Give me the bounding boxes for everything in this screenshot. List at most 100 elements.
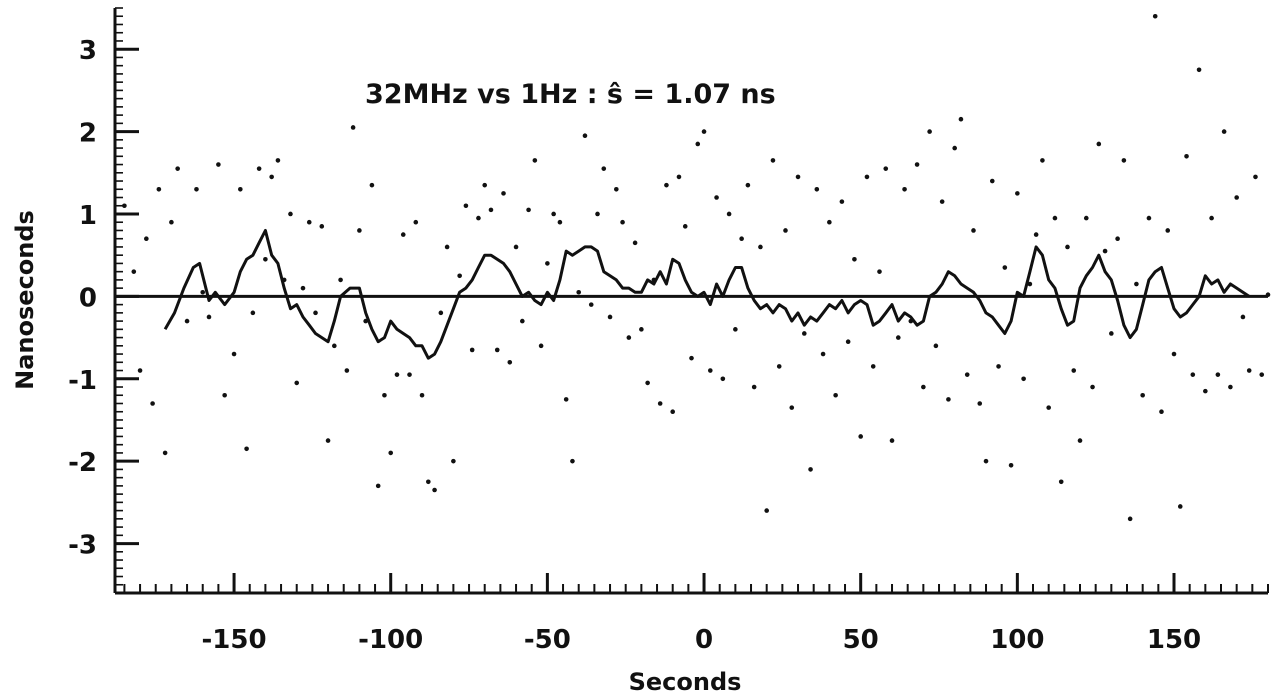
data-point <box>1196 67 1202 73</box>
data-point <box>914 162 920 167</box>
data-point <box>476 215 481 221</box>
y-tick-label: 3 <box>79 36 97 66</box>
data-point <box>169 219 174 225</box>
data-point <box>382 392 387 398</box>
data-point <box>216 162 221 167</box>
y-tick-label: 0 <box>79 283 97 313</box>
data-point <box>570 458 575 464</box>
data-point <box>144 236 149 242</box>
data-point <box>319 224 325 229</box>
data-point <box>770 158 776 163</box>
data-point <box>1228 384 1233 390</box>
data-point <box>313 310 318 316</box>
data-point <box>1234 195 1239 200</box>
x-tick-label: 150 <box>1147 625 1201 655</box>
data-point <box>469 347 475 353</box>
data-point <box>1015 191 1020 196</box>
data-point <box>664 182 669 188</box>
data-point <box>1140 392 1145 398</box>
data-point <box>1115 236 1120 242</box>
data-point <box>996 364 1001 369</box>
data-point <box>338 277 343 283</box>
data-point <box>902 186 907 192</box>
data-point <box>707 368 713 373</box>
data-point <box>444 244 450 250</box>
data-point <box>250 310 256 316</box>
data-point <box>1071 368 1077 373</box>
data-point <box>1253 174 1258 180</box>
data-point <box>789 405 795 410</box>
data-point <box>1058 479 1064 485</box>
data-point <box>369 182 375 188</box>
data-point <box>1008 462 1014 468</box>
data-point <box>451 458 456 464</box>
data-point <box>1171 351 1177 357</box>
data-point <box>482 182 488 188</box>
data-point <box>764 508 769 513</box>
data-point <box>1127 516 1133 522</box>
data-point <box>751 384 757 390</box>
x-tick-label: 0 <box>695 625 713 655</box>
data-point <box>795 174 801 180</box>
data-point <box>833 392 838 398</box>
data-point <box>269 174 274 180</box>
data-point <box>601 166 607 171</box>
data-point <box>1027 281 1033 287</box>
tick-labels: -150 -100 -50 0 50 100 150 3 2 1 0 -1 -2 -3 <box>68 36 1201 655</box>
data-point <box>895 335 901 340</box>
data-point <box>222 392 227 398</box>
data-point <box>739 236 744 242</box>
x-tick-label: -150 <box>202 625 267 655</box>
data-point <box>820 351 826 357</box>
y-tick-label: -2 <box>68 448 97 478</box>
data-point <box>839 199 845 204</box>
data-point <box>952 145 957 151</box>
data-point <box>263 257 268 262</box>
data-point <box>294 380 300 386</box>
data-point <box>927 129 932 134</box>
x-tick-label: 100 <box>990 625 1044 655</box>
data-point <box>1021 376 1026 382</box>
data-point <box>275 158 281 163</box>
data-point <box>184 318 190 324</box>
data-point <box>162 450 168 456</box>
scatter-points <box>122 13 1271 522</box>
data-point <box>620 219 625 225</box>
data-point <box>137 368 143 373</box>
data-point <box>582 133 588 139</box>
data-point <box>983 458 989 464</box>
data-point <box>682 224 688 229</box>
data-point <box>1146 215 1152 221</box>
data-point <box>175 166 180 171</box>
data-point <box>1102 248 1108 254</box>
x-tick-label: -100 <box>358 625 423 655</box>
x-tick-label: 50 <box>843 625 879 655</box>
data-point <box>457 273 462 279</box>
data-point <box>407 372 412 377</box>
y-tick-label: 1 <box>79 201 97 231</box>
data-point <box>845 339 851 344</box>
data-point <box>1215 372 1221 377</box>
data-point <box>607 314 613 320</box>
data-point <box>501 191 506 196</box>
data-point <box>426 479 431 485</box>
data-point <box>513 244 519 250</box>
data-point <box>783 228 788 233</box>
data-point <box>122 203 127 209</box>
y-tick-label: 2 <box>79 119 97 149</box>
data-point <box>1159 409 1164 415</box>
data-point <box>300 285 306 291</box>
y-tick-label: -1 <box>68 366 97 396</box>
x-axis-title: Seconds <box>629 668 742 696</box>
data-point <box>733 327 738 332</box>
data-point <box>388 450 394 456</box>
data-point <box>1203 388 1208 394</box>
data-point <box>1090 384 1095 390</box>
data-point <box>946 397 951 402</box>
data-point <box>156 186 162 192</box>
data-point <box>858 434 863 439</box>
data-point <box>400 232 406 237</box>
data-point <box>1265 292 1271 298</box>
data-point <box>194 186 199 192</box>
